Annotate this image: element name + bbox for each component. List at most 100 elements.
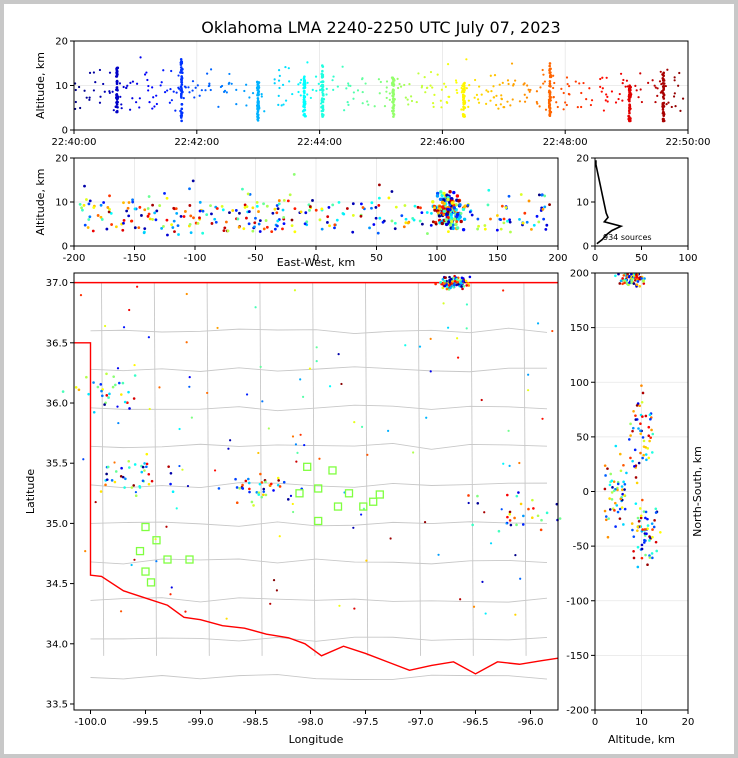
source-point xyxy=(117,421,120,425)
source-point xyxy=(85,198,88,201)
y-tick-label: 34.0 xyxy=(46,639,68,650)
x-tick-label: -150 xyxy=(123,253,146,264)
state-border-south xyxy=(74,342,559,675)
source-point xyxy=(262,490,266,493)
source-point xyxy=(404,217,408,221)
source-point xyxy=(126,84,129,87)
source-point xyxy=(433,206,437,210)
source-point xyxy=(359,214,363,218)
source-point xyxy=(302,113,306,117)
source-point xyxy=(650,451,654,454)
source-point xyxy=(219,85,223,89)
source-point xyxy=(174,109,177,112)
source-point xyxy=(500,94,503,97)
source-point xyxy=(251,229,255,233)
y-tick-label: 20 xyxy=(55,37,68,48)
source-point xyxy=(99,215,103,219)
source-point xyxy=(639,429,642,433)
source-point xyxy=(440,106,443,109)
source-point xyxy=(673,79,676,82)
source-point xyxy=(318,457,321,460)
source-point xyxy=(82,203,86,207)
source-point xyxy=(364,82,367,85)
county-line xyxy=(153,282,157,656)
figure-canvas: Oklahoma LMA 2240-2250 UTC July 07, 2023… xyxy=(4,4,734,754)
source-point xyxy=(306,61,309,64)
source-point xyxy=(159,84,162,87)
source-point xyxy=(490,90,493,93)
source-point xyxy=(487,188,491,192)
source-point xyxy=(177,87,181,90)
source-point xyxy=(438,197,443,202)
source-point xyxy=(205,213,209,217)
source-point xyxy=(188,222,192,226)
source-point xyxy=(103,90,106,93)
source-point xyxy=(452,283,456,287)
source-point xyxy=(262,227,266,231)
source-point xyxy=(299,81,302,84)
source-point xyxy=(155,102,158,106)
source-point xyxy=(248,487,251,491)
source-point xyxy=(147,482,151,486)
source-point xyxy=(115,71,118,75)
source-point xyxy=(641,436,645,439)
source-point xyxy=(245,216,248,220)
source-point xyxy=(643,528,647,531)
source-point xyxy=(509,523,513,527)
source-point xyxy=(116,367,120,370)
source-point xyxy=(342,212,346,216)
source-point xyxy=(455,278,459,281)
source-point xyxy=(452,206,456,210)
source-point xyxy=(115,110,119,114)
county-line xyxy=(90,404,548,412)
source-point xyxy=(507,194,511,198)
source-point xyxy=(549,85,552,88)
county-line xyxy=(90,482,548,489)
source-point xyxy=(74,82,77,85)
source-point xyxy=(502,462,505,465)
source-point xyxy=(603,509,607,513)
source-point xyxy=(647,434,651,438)
source-point xyxy=(679,109,682,113)
source-point xyxy=(226,229,230,233)
source-point xyxy=(179,94,183,98)
source-point xyxy=(120,466,123,470)
source-point xyxy=(258,219,262,223)
source-point xyxy=(308,208,311,212)
county-boundaries xyxy=(90,282,548,680)
source-point xyxy=(565,103,568,107)
y-tick-label: 33.5 xyxy=(46,699,68,710)
source-point xyxy=(408,83,411,86)
source-point xyxy=(525,96,529,99)
lma-station-marker xyxy=(141,522,150,532)
source-point xyxy=(121,381,125,385)
source-point xyxy=(423,521,427,524)
source-point xyxy=(543,194,547,198)
source-point xyxy=(145,71,148,74)
source-point xyxy=(644,453,648,456)
source-point xyxy=(194,86,197,89)
x-tick-label: -50 xyxy=(247,253,263,264)
source-point xyxy=(476,217,480,221)
source-point xyxy=(556,105,559,109)
source-point xyxy=(292,173,296,176)
source-point xyxy=(143,462,146,465)
source-point xyxy=(526,84,529,87)
source-point xyxy=(536,322,540,325)
source-point xyxy=(276,207,280,211)
source-point xyxy=(389,537,392,540)
county-line xyxy=(90,674,548,680)
source-point xyxy=(502,221,506,225)
source-point xyxy=(77,85,81,89)
source-point xyxy=(504,206,508,209)
x-tick-label: 22:48:00 xyxy=(543,137,588,148)
source-point xyxy=(606,95,609,98)
source-point xyxy=(442,209,446,213)
source-point xyxy=(459,211,463,215)
source-point xyxy=(610,491,614,494)
y-tick-label: 150 xyxy=(570,323,589,334)
source-point xyxy=(564,101,567,104)
source-point xyxy=(238,487,241,490)
source-point xyxy=(257,86,261,89)
source-point xyxy=(474,78,477,82)
